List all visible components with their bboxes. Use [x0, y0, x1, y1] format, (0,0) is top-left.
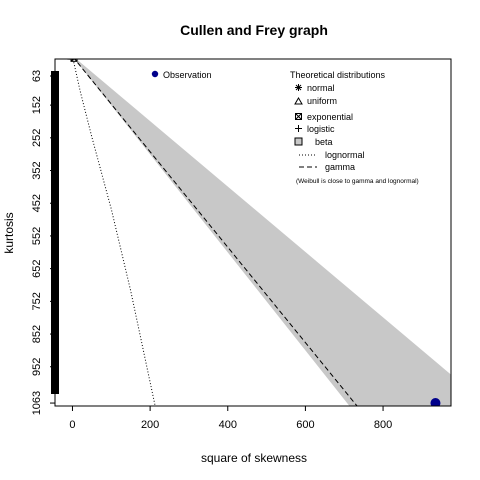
legend-normal: normal: [295, 83, 335, 93]
legend-logistic-label: logistic: [307, 124, 335, 134]
y-tick-label: 752: [31, 292, 43, 310]
legend-observation-marker: [151, 70, 159, 78]
x-axis-label: square of skewness: [201, 451, 307, 465]
legend-gamma-label: gamma: [325, 162, 355, 172]
gamma-line: [73, 59, 358, 406]
legend-uniform-label: uniform: [307, 96, 337, 106]
x-tick-label: 0: [69, 419, 75, 431]
y-tick-label: 452: [31, 194, 43, 212]
triangle-icon: [294, 97, 303, 105]
boxed-x-icon: [295, 113, 302, 120]
legend-exponential: exponential: [295, 112, 353, 122]
legend-observation-label: Observation: [163, 70, 212, 80]
legend-title: Theoretical distributions: [290, 70, 386, 80]
uniform-point: [67, 59, 78, 60]
x-tick-label: 200: [141, 419, 159, 431]
y-axis-label: kurtosis: [2, 212, 16, 253]
gray-box-icon: [294, 137, 303, 146]
y-axis: 63 152 252 352 452 552 652 752 852 952 1063: [31, 70, 55, 415]
legend-beta-label: beta: [315, 137, 333, 147]
asterisk-icon: [295, 84, 302, 91]
lognormal-curve: [72, 59, 156, 406]
x-tick-label: 600: [296, 419, 314, 431]
y-tick-label: 852: [31, 325, 43, 343]
y-axis-bar: [51, 71, 59, 394]
legend-logistic: logistic: [295, 124, 335, 134]
legend-exponential-label: exponential: [307, 112, 353, 122]
y-tick-label: 252: [31, 129, 43, 147]
chart-title: Cullen and Frey graph: [180, 22, 328, 38]
legend-lognormal: lognormal: [299, 150, 365, 160]
theoretical-points: [67, 59, 78, 62]
legend-observation: Observation: [151, 70, 212, 80]
observation-point: [430, 398, 441, 406]
legend-lognormal-label: lognormal: [325, 150, 365, 160]
plus-icon: [295, 125, 302, 132]
y-tick-label: 652: [31, 259, 43, 277]
legend-gamma: gamma: [299, 162, 355, 172]
legend-beta: beta: [294, 137, 333, 147]
legend-uniform: uniform: [294, 96, 337, 106]
legend-theoretical: Theoretical distributions normal uniform…: [290, 70, 419, 185]
legend-note: (Weibull is close to gamma and lognormal…: [296, 178, 419, 185]
y-tick-label: 352: [31, 161, 43, 179]
x-tick-label: 800: [374, 419, 392, 431]
y-tick-label: 152: [31, 96, 43, 114]
y-tick-label: 1063: [31, 391, 43, 415]
y-tick-label: 552: [31, 227, 43, 245]
beta-region: [74, 59, 451, 406]
x-axis: 0 200 400 600 800: [69, 406, 392, 431]
legend-normal-label: normal: [307, 83, 335, 93]
x-tick-label: 400: [219, 419, 237, 431]
y-tick-label: 952: [31, 358, 43, 376]
y-tick-label: 63: [31, 70, 43, 82]
